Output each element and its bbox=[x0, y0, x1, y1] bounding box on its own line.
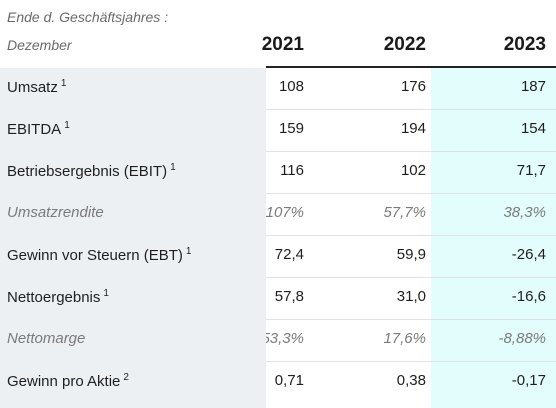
row-label: Umsatzrendite bbox=[7, 204, 104, 221]
cell-2023: 38,3% bbox=[503, 204, 546, 221]
row-divider bbox=[266, 361, 556, 362]
cell-2023: 187 bbox=[520, 78, 546, 95]
cell-2023: -0,17 bbox=[511, 372, 546, 389]
cell-2021: 107% bbox=[266, 204, 304, 221]
row-divider bbox=[266, 151, 556, 152]
cell-2021: 72,4 bbox=[274, 246, 304, 263]
year-header-2021: 2021 bbox=[261, 34, 304, 55]
row-label: Nettoergebnis 1 bbox=[7, 288, 109, 306]
cell-2021: 57,8 bbox=[274, 288, 304, 305]
table-row: Nettoergebnis 1 57,8 31,0 -16,6 bbox=[0, 278, 556, 320]
footnote-marker: 1 bbox=[103, 288, 109, 299]
row-label: Gewinn vor Steuern (EBT) 1 bbox=[7, 246, 192, 264]
footnote-marker: 1 bbox=[185, 246, 192, 257]
row-label: Betriebsergebnis (EBIT) 1 bbox=[7, 162, 176, 180]
header-rule bbox=[266, 66, 556, 68]
table-row: Betriebsergebnis (EBIT) 1 116 102 71,7 bbox=[0, 152, 556, 194]
table-row: Umsatz 1 108 176 187 bbox=[0, 68, 556, 110]
table-row: Umsatzrendite 107% 57,7% 38,3% bbox=[0, 194, 556, 236]
cell-2022: 194 bbox=[400, 120, 426, 137]
cell-2022: 57,7% bbox=[383, 204, 426, 221]
row-divider bbox=[266, 319, 556, 320]
row-label: EBITDA 1 bbox=[7, 120, 70, 138]
row-divider bbox=[266, 235, 556, 236]
row-divider bbox=[266, 277, 556, 278]
cell-2021: 53,3% bbox=[266, 330, 304, 347]
cell-2021-clip: 107% bbox=[266, 194, 316, 236]
cell-2022: 102 bbox=[400, 162, 426, 179]
table-row: Nettomarge 53,3% 17,6% -8,88% bbox=[0, 320, 556, 362]
footnote-marker: 2 bbox=[123, 372, 129, 383]
cell-2021-clip: 53,3% bbox=[266, 320, 316, 362]
cell-2022: 17,6% bbox=[383, 330, 426, 347]
table-row: EBITDA 1 159 194 154 bbox=[0, 110, 556, 152]
table-row: Gewinn vor Steuern (EBT) 1 72,4 59,9 -26,… bbox=[0, 236, 556, 278]
label-column-background bbox=[0, 68, 266, 408]
year-header-2023: 2023 bbox=[503, 34, 546, 55]
year-header-2022: 2022 bbox=[383, 34, 426, 55]
row-label: Nettomarge bbox=[7, 330, 86, 347]
cell-2021: 0,71 bbox=[274, 372, 304, 389]
table-caption-line1: Ende d. Geschäftsjahres : bbox=[7, 9, 169, 25]
cell-2023: -8,88% bbox=[498, 330, 546, 347]
cell-2022: 176 bbox=[400, 78, 426, 95]
cell-2022: 0,38 bbox=[396, 372, 426, 389]
footnote-marker: 1 bbox=[170, 162, 176, 173]
cell-2021: 108 bbox=[278, 78, 304, 95]
cell-2023: 71,7 bbox=[516, 162, 546, 179]
row-label: Umsatz 1 bbox=[7, 78, 67, 96]
cell-2022: 59,9 bbox=[396, 246, 426, 263]
cell-2023: -16,6 bbox=[511, 288, 546, 305]
cell-2021: 116 bbox=[280, 162, 304, 179]
footnote-marker: 1 bbox=[60, 78, 67, 89]
cell-2023: -26,4 bbox=[511, 246, 546, 263]
row-divider bbox=[266, 193, 556, 194]
cell-2021: 159 bbox=[278, 120, 304, 137]
cell-2022: 31,0 bbox=[396, 288, 426, 305]
row-label: Gewinn pro Aktie 2 bbox=[7, 372, 129, 390]
row-divider bbox=[266, 109, 556, 110]
footnote-marker: 1 bbox=[64, 120, 70, 131]
highlight-column-background bbox=[431, 68, 556, 408]
cell-2023: 154 bbox=[520, 120, 546, 137]
table-row: Gewinn pro Aktie 2 0,71 0,38 -0,17 bbox=[0, 362, 556, 404]
table-caption-line2: Dezember bbox=[7, 37, 72, 53]
